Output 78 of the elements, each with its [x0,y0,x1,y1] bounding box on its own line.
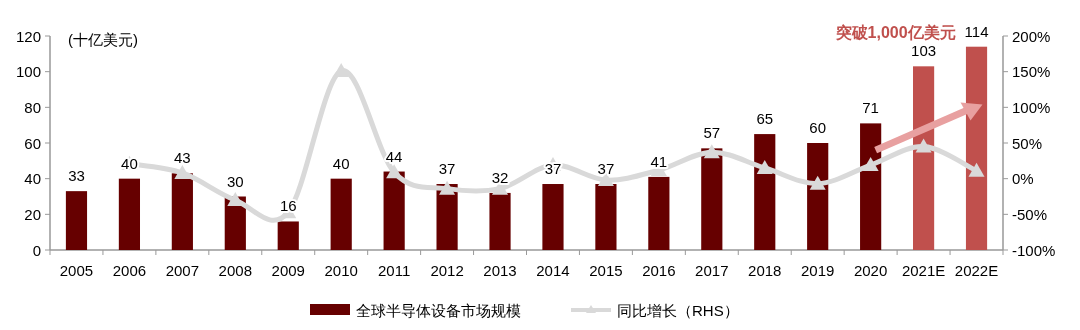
y2-tick-label: -50% [1012,205,1048,223]
y-axis-title: (十亿美元) [68,31,138,48]
bar [383,171,405,250]
data-label: 30 [226,172,244,190]
point [756,159,773,174]
bar [648,176,670,250]
x-tick-label: 2010 [324,262,358,279]
data-label: 32 [491,168,509,186]
bar [701,148,723,250]
x-tick-label: 2009 [271,262,305,279]
data-label: 40 [332,154,350,172]
y-tick-label: 60 [24,134,41,152]
x-tick-label: 2016 [642,262,676,279]
x-tick-label: 2015 [589,262,623,279]
point [862,157,879,172]
point [439,180,456,195]
y2-tick-label: 0% [1012,170,1034,188]
data-label: 44 [385,147,403,165]
x-tick-label: 2011 [378,262,411,279]
annotation: 突破1,000亿美元 [834,23,956,41]
point [386,164,403,179]
data-label: 114 [964,22,989,40]
point [968,162,985,177]
data-label: 41 [650,152,668,170]
data-label: 40 [121,154,138,172]
x-tick-label: 2022E [954,262,999,279]
point [809,175,826,190]
data-label: 16 [279,197,297,215]
data-label: 43 [174,149,191,167]
data-label: 37 [438,160,456,178]
x-tick-label: 2021E [901,262,946,279]
bar [65,191,88,250]
y-tick-label: 0 [32,241,41,259]
data-label: 57 [703,124,721,142]
data-label: 33 [68,167,85,185]
bar [171,173,193,250]
y2-tick-label: 100% [1012,98,1051,116]
data-label: 71 [862,99,879,117]
bar [860,123,882,250]
y-tick-label: 120 [15,27,41,45]
legend-label: 全球半导体设备市场规模 [356,302,521,319]
bar [807,143,829,250]
bar [330,178,352,250]
bar [754,134,776,250]
data-label: 60 [809,119,827,136]
x-tick-label: 2008 [218,262,252,279]
data-label: 65 [756,110,774,128]
data-label: 103 [911,42,937,60]
y-tick-label: 20 [24,205,41,223]
y2-tick-label: 150% [1012,63,1051,81]
x-tick-label: 2014 [536,262,570,279]
x-tick-label: 2012 [430,262,464,279]
y2-tick-label: 50% [1012,134,1043,152]
legend-label: 同比增长（RHS） [617,302,739,319]
x-tick-label: 2013 [483,262,517,279]
bar [277,221,299,250]
x-tick-label: 2019 [801,262,835,279]
y-tick-label: 80 [24,98,41,116]
bar [118,178,141,250]
y-tick-label: 100 [15,63,41,81]
y2-tick-label: 200% [1012,27,1051,45]
x-tick-label: 2006 [112,262,147,279]
bar [595,184,617,250]
y2-tick-label: -100% [1012,241,1056,259]
bar [489,192,511,250]
y-tick-label: 40 [24,170,41,188]
x-tick-label: 2018 [748,262,782,279]
bar [912,66,935,250]
bar [542,184,564,250]
data-label: 37 [597,160,615,178]
point [703,144,720,159]
x-tick-label: 2020 [853,262,888,279]
point [174,164,191,179]
data-label: 37 [544,160,562,178]
x-tick-label: 2005 [59,262,94,279]
point [915,138,932,153]
x-tick-label: 2007 [165,262,200,279]
x-tick-label: 2017 [695,262,729,279]
